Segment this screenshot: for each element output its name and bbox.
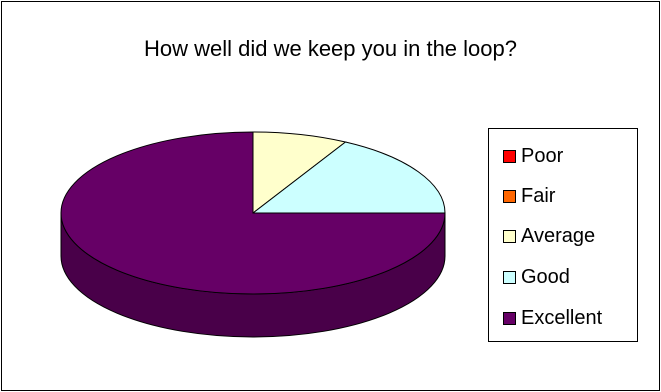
- legend-item-fair: Fair: [503, 183, 555, 209]
- legend-label-poor: Poor: [521, 144, 564, 167]
- legend-label-fair: Fair: [521, 184, 556, 207]
- legend-item-good: Good: [503, 264, 570, 290]
- chart-title: How well did we keep you in the loop?: [143, 36, 517, 61]
- legend-item-poor: Poor: [503, 143, 563, 169]
- legend-swatch-good: [503, 270, 516, 284]
- pie-top: [60, 131, 446, 295]
- pie-slice-excellent: [60, 131, 446, 295]
- legend-swatch-fair: [503, 189, 516, 203]
- legend-swatch-excellent: [503, 311, 516, 325]
- legend-item-excellent: Excellent: [503, 305, 602, 331]
- legend-swatch-poor: [503, 149, 516, 163]
- pie-slice-good: [251, 141, 446, 214]
- legend-label-excellent: Excellent: [521, 306, 603, 329]
- legend-label-average: Average: [521, 224, 596, 247]
- legend-label-good: Good: [521, 265, 570, 288]
- pie-slice-average: [252, 131, 347, 215]
- legend: Poor Fair Average Good Excellent: [488, 128, 638, 342]
- legend-swatch-average: [503, 229, 516, 243]
- legend-item-average: Average: [503, 223, 595, 249]
